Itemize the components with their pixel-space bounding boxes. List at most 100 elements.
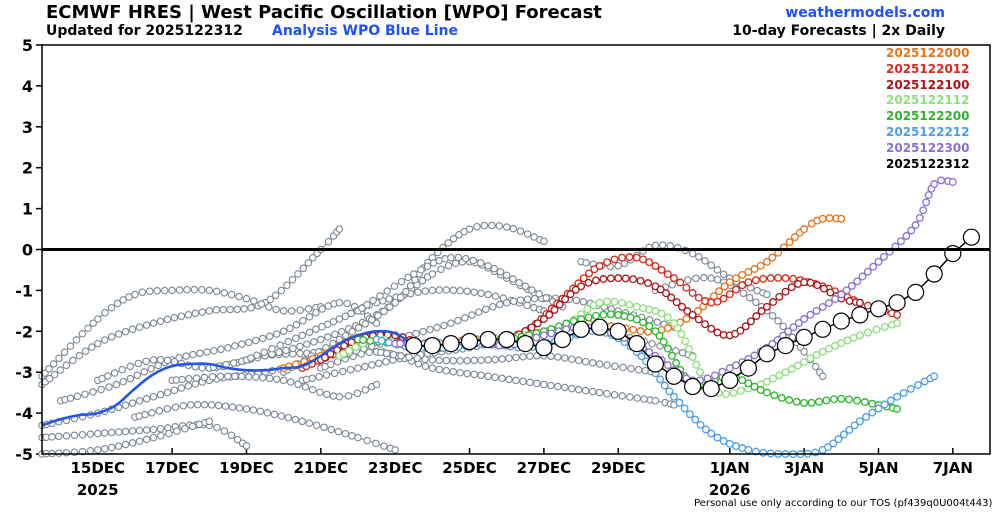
run-2025122100-point	[806, 278, 815, 287]
ensemble-member-point	[118, 365, 126, 374]
ensemble-member-point	[610, 391, 619, 399]
ensemble-member-point	[435, 286, 444, 294]
ensemble-member-point	[651, 397, 660, 405]
ensemble-member-point	[322, 371, 331, 379]
ensemble-member-point	[134, 359, 143, 368]
ensemble-member-point	[672, 346, 680, 355]
ensemble-member-point	[410, 270, 418, 278]
ensemble-member-point	[368, 361, 376, 369]
run-2025122200-point	[845, 395, 853, 404]
run-2025122300-point	[718, 367, 727, 376]
plot-border	[41, 44, 991, 455]
ensemble-member-point	[374, 311, 382, 320]
run-2025122000-point	[715, 287, 724, 296]
ensemble-member-point	[114, 330, 123, 338]
ensemble-member-point	[146, 287, 154, 295]
x-tick-label: 25DEC	[442, 459, 497, 477]
run-2025122212-point	[691, 415, 700, 424]
run-2025122212-point	[855, 417, 864, 426]
ensemble-member-point	[73, 392, 82, 401]
run-2025122200-point	[837, 394, 846, 403]
run-2025122100-point	[736, 326, 745, 335]
run-2025122300-point	[794, 319, 803, 327]
run-2025122012-point	[789, 274, 797, 283]
ensemble-member-point	[505, 354, 513, 362]
ensemble-member-point	[110, 369, 119, 377]
run-2025122100-point	[757, 307, 766, 316]
ensemble-member-point	[516, 296, 525, 304]
ensemble-member-point	[354, 324, 363, 332]
ensemble-member-point	[526, 378, 534, 387]
run-2025122000-point	[629, 325, 638, 334]
ensemble-member-point	[219, 305, 227, 314]
run-2025122300-point	[831, 295, 840, 303]
ensemble-member-point	[160, 286, 169, 295]
run-2025122100-point	[584, 278, 593, 287]
run-2025122200-point	[645, 322, 654, 331]
run-2025122112-point	[692, 360, 701, 369]
ensemble-member-point	[428, 356, 437, 364]
ensemble-member-point	[185, 375, 193, 383]
ensemble-member-point	[229, 359, 238, 367]
ensemble-member-point	[354, 364, 362, 372]
ensemble-member-line	[357, 256, 563, 312]
run-2025122300-point	[924, 191, 933, 199]
ensemble-member-point	[121, 440, 130, 449]
ensemble-member-point	[216, 372, 225, 381]
ensemble-member-point	[296, 342, 304, 351]
ensemble-member-point	[94, 315, 102, 323]
run-2025122212-point	[675, 398, 684, 407]
run-2025122300-point	[937, 176, 946, 185]
ensemble-member-point	[404, 273, 412, 282]
ensemble-member-point	[509, 224, 518, 233]
ensemble-member-point	[168, 286, 176, 295]
ensemble-member-point	[224, 372, 232, 381]
run-2025122012-point	[744, 278, 753, 287]
ensemble-member-point	[135, 437, 144, 445]
run-2025122012-point	[781, 274, 790, 283]
ensemble-member-point	[713, 275, 722, 284]
ensemble-member-point	[470, 356, 478, 365]
run-2025122212-point	[707, 429, 716, 438]
ensemble-member-point	[149, 433, 158, 442]
run-2025122200-point	[860, 398, 869, 407]
ensemble-member-point	[611, 362, 619, 371]
ensemble-member-point	[78, 330, 87, 338]
forecast-point	[776, 337, 795, 355]
ensemble-member-point	[442, 366, 451, 375]
ensemble-member-point	[299, 264, 308, 273]
ensemble-member-point	[330, 369, 339, 378]
ensemble-member-point	[405, 353, 413, 361]
ensemble-member-point	[62, 361, 71, 370]
ensemble-member-point	[107, 333, 116, 341]
run-2025122200-point	[614, 310, 623, 319]
ensemble-member-point	[456, 368, 464, 377]
ensemble-member-point	[318, 305, 326, 313]
run-2025122112-point	[625, 300, 634, 309]
ensemble-member-point	[135, 323, 144, 331]
legend-entry: 2025122000	[886, 46, 970, 60]
run-2025122300-point	[874, 257, 883, 266]
ensemble-member-point	[88, 343, 96, 351]
ensemble-member-point	[279, 327, 288, 336]
forecast-point	[646, 355, 665, 373]
run-2025122200-point	[822, 396, 831, 405]
run-2025122300-point	[897, 237, 905, 246]
ensemble-member-point	[519, 352, 527, 361]
ensemble-member-point	[210, 346, 218, 355]
ensemble-member-point	[579, 298, 588, 306]
ensemble-member-point	[78, 430, 87, 439]
brand-link[interactable]: weathermodels.com	[785, 5, 945, 21]
ensemble-member-point	[310, 338, 318, 346]
ensemble-member-point	[692, 274, 700, 283]
run-2025122300-point	[853, 277, 862, 286]
ensemble-member-point	[193, 400, 202, 409]
run-2025122112-point	[800, 358, 809, 366]
run-2025122212-point	[759, 448, 768, 457]
ensemble-member-point	[476, 259, 485, 267]
ensemble-member-point	[509, 275, 517, 283]
ensemble-member-point	[574, 356, 583, 365]
run-2025122012-point	[719, 294, 728, 303]
ensemble-member-point	[177, 312, 186, 320]
run-2025122100-point	[855, 298, 864, 307]
